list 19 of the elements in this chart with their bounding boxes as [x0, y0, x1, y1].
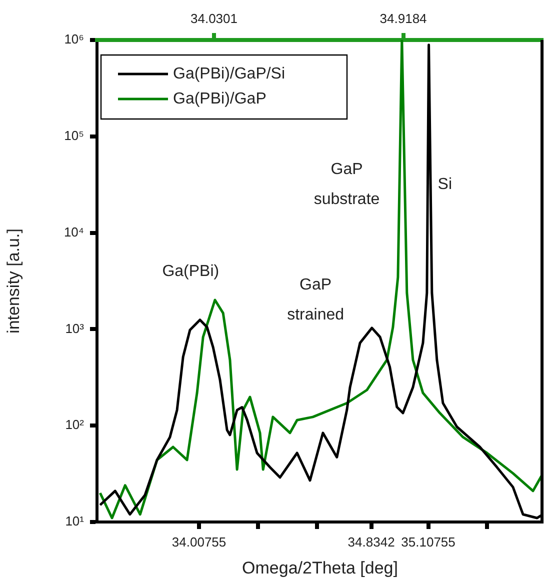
x2-tick-label: 34.9184 [380, 10, 427, 26]
x-tick-label: 35.10755 [401, 534, 456, 550]
y-tick-label: 10⁴ [64, 224, 84, 240]
y-tick-label: 10⁶ [64, 32, 84, 47]
y-tick-label: 10³ [65, 320, 85, 336]
x-tick-label: 34.00755 [172, 534, 226, 550]
legend-label: Ga(PBi)/GaP/Si [173, 65, 286, 82]
annotation: Si [438, 176, 452, 194]
legend-label: Ga(PBi)/GaP [173, 90, 266, 108]
y-axis-title: intensity [a.u.] [4, 228, 23, 334]
annotation: GaP substrate [314, 161, 380, 208]
y-tick-label: 10² [65, 417, 85, 432]
y-tick-label: 10⁵ [64, 128, 84, 143]
annotation: GaP strained [287, 276, 344, 324]
x-axis-title: Omega/2Theta [deg] [242, 558, 398, 578]
x2-tick-label: 34.0301 [190, 10, 238, 26]
annotation: Ga(PBi) [162, 262, 220, 280]
x-tick-label: 34.8342 [348, 534, 395, 550]
y-tick-label: 10¹ [65, 514, 85, 529]
